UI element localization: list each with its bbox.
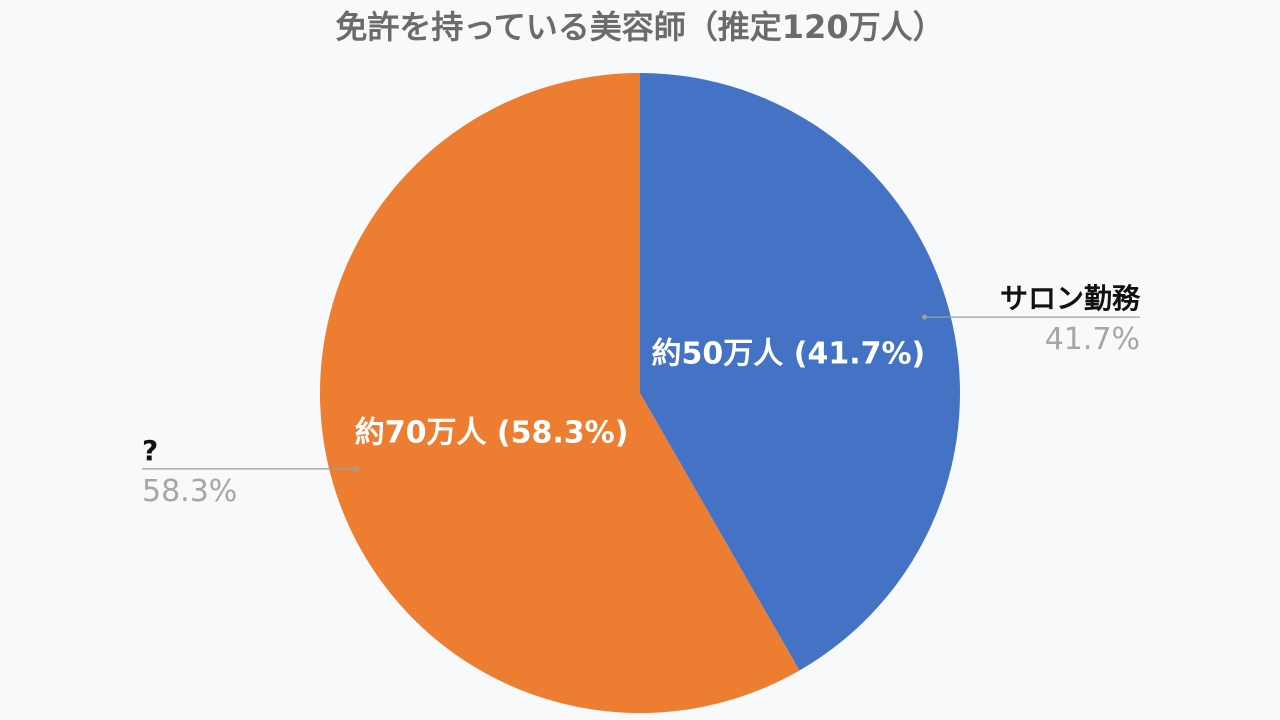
pie-slices xyxy=(320,73,960,713)
callout-slice-1: サロン勤務 41.7% xyxy=(921,282,1141,357)
pie-slice-slice-1 xyxy=(640,73,960,671)
pie-inner-labels: 約50万人 (41.7%) 約70万人 (58.3%) xyxy=(355,336,926,450)
callout-percent-slice-2: 58.3% xyxy=(142,474,237,509)
pie-slice-slice-2 xyxy=(320,73,800,713)
chart-title: 免許を持っている美容師（推定120万人） xyxy=(335,8,944,46)
callout-name-slice-2: ? xyxy=(142,434,158,467)
callout-name-slice-1: サロン勤務 xyxy=(1000,282,1141,315)
slice-inner-label-slice-1: 約50万人 (41.7%) xyxy=(652,336,926,371)
callout-slice-2: ? 58.3% xyxy=(142,434,359,509)
slice-inner-label-slice-2: 約70万人 (58.3%) xyxy=(355,416,629,451)
pie-callouts: サロン勤務 41.7%? 58.3% xyxy=(142,282,1141,509)
callout-percent-slice-1: 41.7% xyxy=(1045,322,1140,357)
